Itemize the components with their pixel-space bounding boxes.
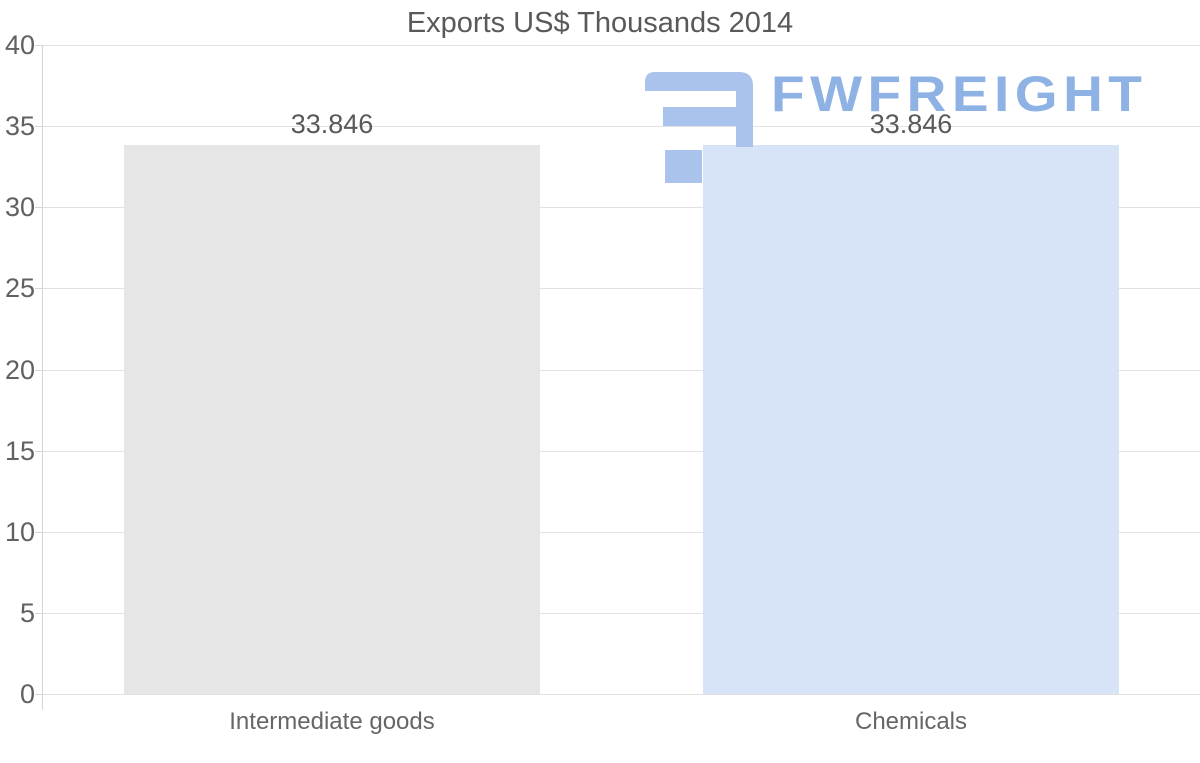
y-axis-tick <box>35 207 43 208</box>
y-axis-label: 10 <box>4 517 35 547</box>
bar-intermediate-goods[interactable] <box>124 145 540 694</box>
y-gridline <box>43 613 1200 614</box>
bar-value-label: 33.846 <box>290 109 374 139</box>
y-gridline <box>43 45 1200 46</box>
y-axis-line <box>42 45 43 710</box>
bar-chemicals[interactable] <box>703 145 1119 694</box>
y-gridline <box>43 451 1200 452</box>
y-axis-label: 15 <box>4 436 35 466</box>
chart-title: Exports US$ Thousands 2014 <box>406 7 794 39</box>
bar-value-label: 33.846 <box>869 109 953 139</box>
y-axis-label: 30 <box>4 192 35 222</box>
y-gridline <box>43 288 1200 289</box>
x-axis-label: Chemicals <box>854 708 968 735</box>
y-gridline <box>43 370 1200 371</box>
y-axis-label: 0 <box>19 679 35 709</box>
y-axis-tick <box>35 532 43 533</box>
y-axis-tick <box>35 370 43 371</box>
y-axis-tick <box>35 613 43 614</box>
y-axis-tick <box>35 45 43 46</box>
y-axis-label: 35 <box>4 111 35 141</box>
y-axis-tick <box>35 126 43 127</box>
y-axis-label: 20 <box>4 355 35 385</box>
y-gridline <box>43 207 1200 208</box>
y-gridline <box>43 694 1200 695</box>
x-axis-label: Intermediate goods <box>229 708 435 735</box>
y-gridline <box>43 532 1200 533</box>
y-axis-label: 25 <box>4 273 35 303</box>
y-axis-tick <box>35 694 43 695</box>
y-axis-label: 40 <box>4 30 35 60</box>
y-axis-label: 5 <box>19 598 35 628</box>
y-axis-tick <box>35 451 43 452</box>
y-gridline <box>43 126 1200 127</box>
y-axis-tick <box>35 288 43 289</box>
